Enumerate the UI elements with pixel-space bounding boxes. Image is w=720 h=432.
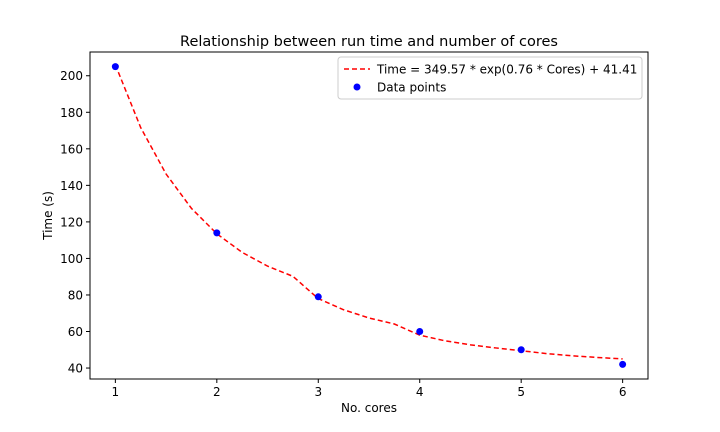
fit-curve-line [114, 64, 623, 360]
plot-frame [89, 51, 649, 380]
y-tick-label: 140 [60, 179, 83, 193]
x-tick-label: 1 [112, 385, 120, 399]
plot-series [111, 63, 627, 368]
legend-points-label: Data points [377, 81, 446, 95]
data-point [213, 229, 221, 237]
x-tick-label: 3 [314, 385, 322, 399]
x-tick-label: 5 [517, 385, 525, 399]
data-point [111, 63, 119, 71]
legend-fit-label: Time = 349.57 * exp(0.76 * Cores) + 41.4… [376, 63, 637, 77]
legend-points-swatch [353, 83, 361, 91]
y-tick-label: 80 [68, 288, 83, 302]
x-tick-label: 4 [416, 385, 424, 399]
y-axis-label: Time (s) [41, 191, 55, 241]
y-tick-label: 40 [68, 362, 83, 376]
data-point [314, 293, 322, 301]
data-point [517, 346, 525, 354]
legend-box [337, 56, 643, 100]
y-tick-label: 180 [60, 106, 83, 120]
x-axis: 1 2 3 4 5 6 [112, 379, 627, 399]
y-tick-label: 200 [60, 69, 83, 83]
chart-title: Relationship between run time and number… [180, 34, 558, 50]
x-tick-label: 2 [213, 385, 221, 399]
y-tick-label: 120 [60, 215, 83, 229]
data-point [416, 328, 424, 336]
legend: Time = 349.57 * exp(0.76 * Cores) + 41.4… [337, 56, 643, 100]
x-axis-label: No. cores [341, 401, 397, 415]
data-point [619, 360, 627, 368]
y-tick-label: 60 [68, 325, 83, 339]
y-tick-label: 100 [60, 252, 83, 266]
y-axis: 40 60 80 100 120 140 160 180 200 [60, 69, 90, 376]
y-tick-label: 160 [60, 142, 83, 156]
x-tick-label: 6 [619, 385, 627, 399]
